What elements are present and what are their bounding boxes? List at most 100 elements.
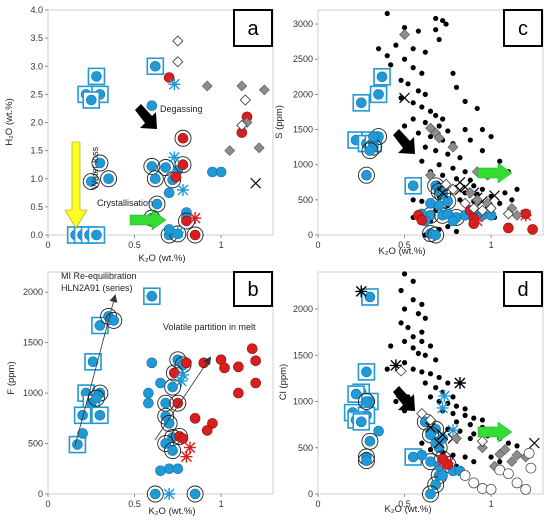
point-black-dot xyxy=(457,428,463,434)
xtick-label: 0 xyxy=(315,499,320,509)
point-black-dot xyxy=(422,380,428,386)
ytick-label: 2.5 xyxy=(30,89,43,99)
ytick-label: 1500 xyxy=(293,125,313,135)
ticks-d: 0 500 1000 1500 2000 0 0.5 1 xyxy=(293,304,494,509)
point-black-dot xyxy=(415,88,421,94)
point-ringed-blue-circle xyxy=(157,435,175,452)
ytick-label: 1.5 xyxy=(30,146,43,156)
ytick-label: 0.0 xyxy=(30,230,43,240)
point-black-dot xyxy=(445,223,451,230)
point-black-dot xyxy=(401,360,408,366)
point-black-dot xyxy=(462,98,468,105)
point-ringed-blue-circle xyxy=(361,142,379,160)
point-black-dot xyxy=(375,46,382,52)
point-black-dot xyxy=(419,70,425,76)
point-red-circle xyxy=(170,171,182,183)
point-blue-circle xyxy=(155,465,166,477)
point-blue-asterisk xyxy=(438,389,451,402)
xtick-label: 0.5 xyxy=(128,240,141,250)
point-black-dot xyxy=(410,345,416,351)
annotation-water-loss: Water loss xyxy=(90,146,100,189)
point-black-dot xyxy=(457,155,463,161)
ytick-label: 1500 xyxy=(23,338,43,348)
point-black-dot xyxy=(450,394,456,400)
xtick-label: 0.5 xyxy=(398,240,411,250)
point-blue-circle xyxy=(143,397,154,409)
point-blue-asterisk xyxy=(168,78,181,91)
point-black-dot xyxy=(388,62,394,68)
point-open-diamond xyxy=(416,407,428,420)
point-black-dot xyxy=(427,394,434,400)
annotation-hln2a91: HLN2A91 (series) xyxy=(61,283,133,293)
point-black-dot xyxy=(514,443,520,449)
point-open-circle xyxy=(468,477,480,489)
point-blue-circle xyxy=(425,198,436,209)
point-gray-diamond xyxy=(253,142,265,154)
point-black-dot xyxy=(419,104,425,110)
point-blue-circle xyxy=(416,449,428,461)
point-boxed-blue-circle xyxy=(404,176,422,195)
point-black-dot xyxy=(433,148,439,154)
point-red-circle xyxy=(201,425,213,436)
point-gray-diamond xyxy=(471,194,483,206)
annotation-volatile-partition: Volatile partition in melt xyxy=(163,322,256,332)
annotation-crystallisation: Crystallisation xyxy=(97,198,153,208)
point-ringed-blue-circle xyxy=(361,432,379,450)
point-black-dot xyxy=(505,440,511,446)
point-blue-circle xyxy=(433,200,445,211)
point-boxed-blue-circle xyxy=(91,316,109,335)
point-black-dot xyxy=(467,137,473,143)
point-black-dot xyxy=(453,419,460,425)
point-black-dot xyxy=(422,119,428,126)
point-blue-circle xyxy=(146,100,158,111)
point-open-circle xyxy=(511,477,523,489)
point-black-dot xyxy=(497,200,503,206)
point-black-dot xyxy=(393,398,399,405)
point-ringed-red-circle xyxy=(186,226,204,244)
point-red-asterisk xyxy=(180,450,193,463)
point-black-dot xyxy=(471,459,477,465)
point-black-x xyxy=(489,190,500,202)
point-black-dot xyxy=(436,374,442,381)
point-red-asterisk xyxy=(441,457,454,470)
ytick-label: 0 xyxy=(308,230,313,240)
ylabel-c: S (ppm) xyxy=(274,105,285,139)
panel-label-box-d: d xyxy=(503,271,543,307)
point-gray-diamond xyxy=(506,456,518,468)
point-black-dot xyxy=(462,126,468,133)
point-gray-diamond xyxy=(451,433,462,444)
point-ringed-blue-circle xyxy=(358,452,375,470)
point-blue-circle xyxy=(215,166,227,178)
ytick-label: 1500 xyxy=(293,350,313,360)
point-black-dot xyxy=(497,459,503,465)
point-black-dot xyxy=(415,28,421,34)
point-black-dot xyxy=(410,116,416,122)
point-black-dot xyxy=(415,311,421,317)
point-open-diamond xyxy=(239,94,251,106)
xtick-label: 1 xyxy=(219,240,224,250)
point-black-dot xyxy=(453,403,460,409)
point-gray-diamond xyxy=(425,169,436,181)
point-black-dot xyxy=(445,151,451,157)
ytick-label: 3000 xyxy=(293,19,313,29)
point-black-dot xyxy=(410,46,416,52)
point-red-asterisk xyxy=(519,209,532,222)
point-black-dot xyxy=(479,148,486,154)
point-boxed-blue-circle xyxy=(404,448,422,466)
ytick-label: 1.0 xyxy=(30,174,43,184)
xtick-label: 1 xyxy=(219,499,224,509)
point-black-dot xyxy=(415,350,421,356)
ytick-label: 500 xyxy=(298,195,313,205)
point-black-x xyxy=(437,429,449,441)
point-black-dot xyxy=(436,162,442,168)
point-black-dot xyxy=(502,190,508,196)
point-blue-asterisk xyxy=(168,151,181,164)
point-gray-diamond xyxy=(511,449,523,461)
point-open-diamond xyxy=(485,202,497,214)
point-boxed-blue-circle xyxy=(369,85,388,104)
point-ringed-blue-circle xyxy=(160,414,178,432)
ylabel-b: F (ppm) xyxy=(6,361,17,394)
annotation-degassing: Degassing xyxy=(160,104,203,114)
point-black-dot xyxy=(509,197,515,203)
